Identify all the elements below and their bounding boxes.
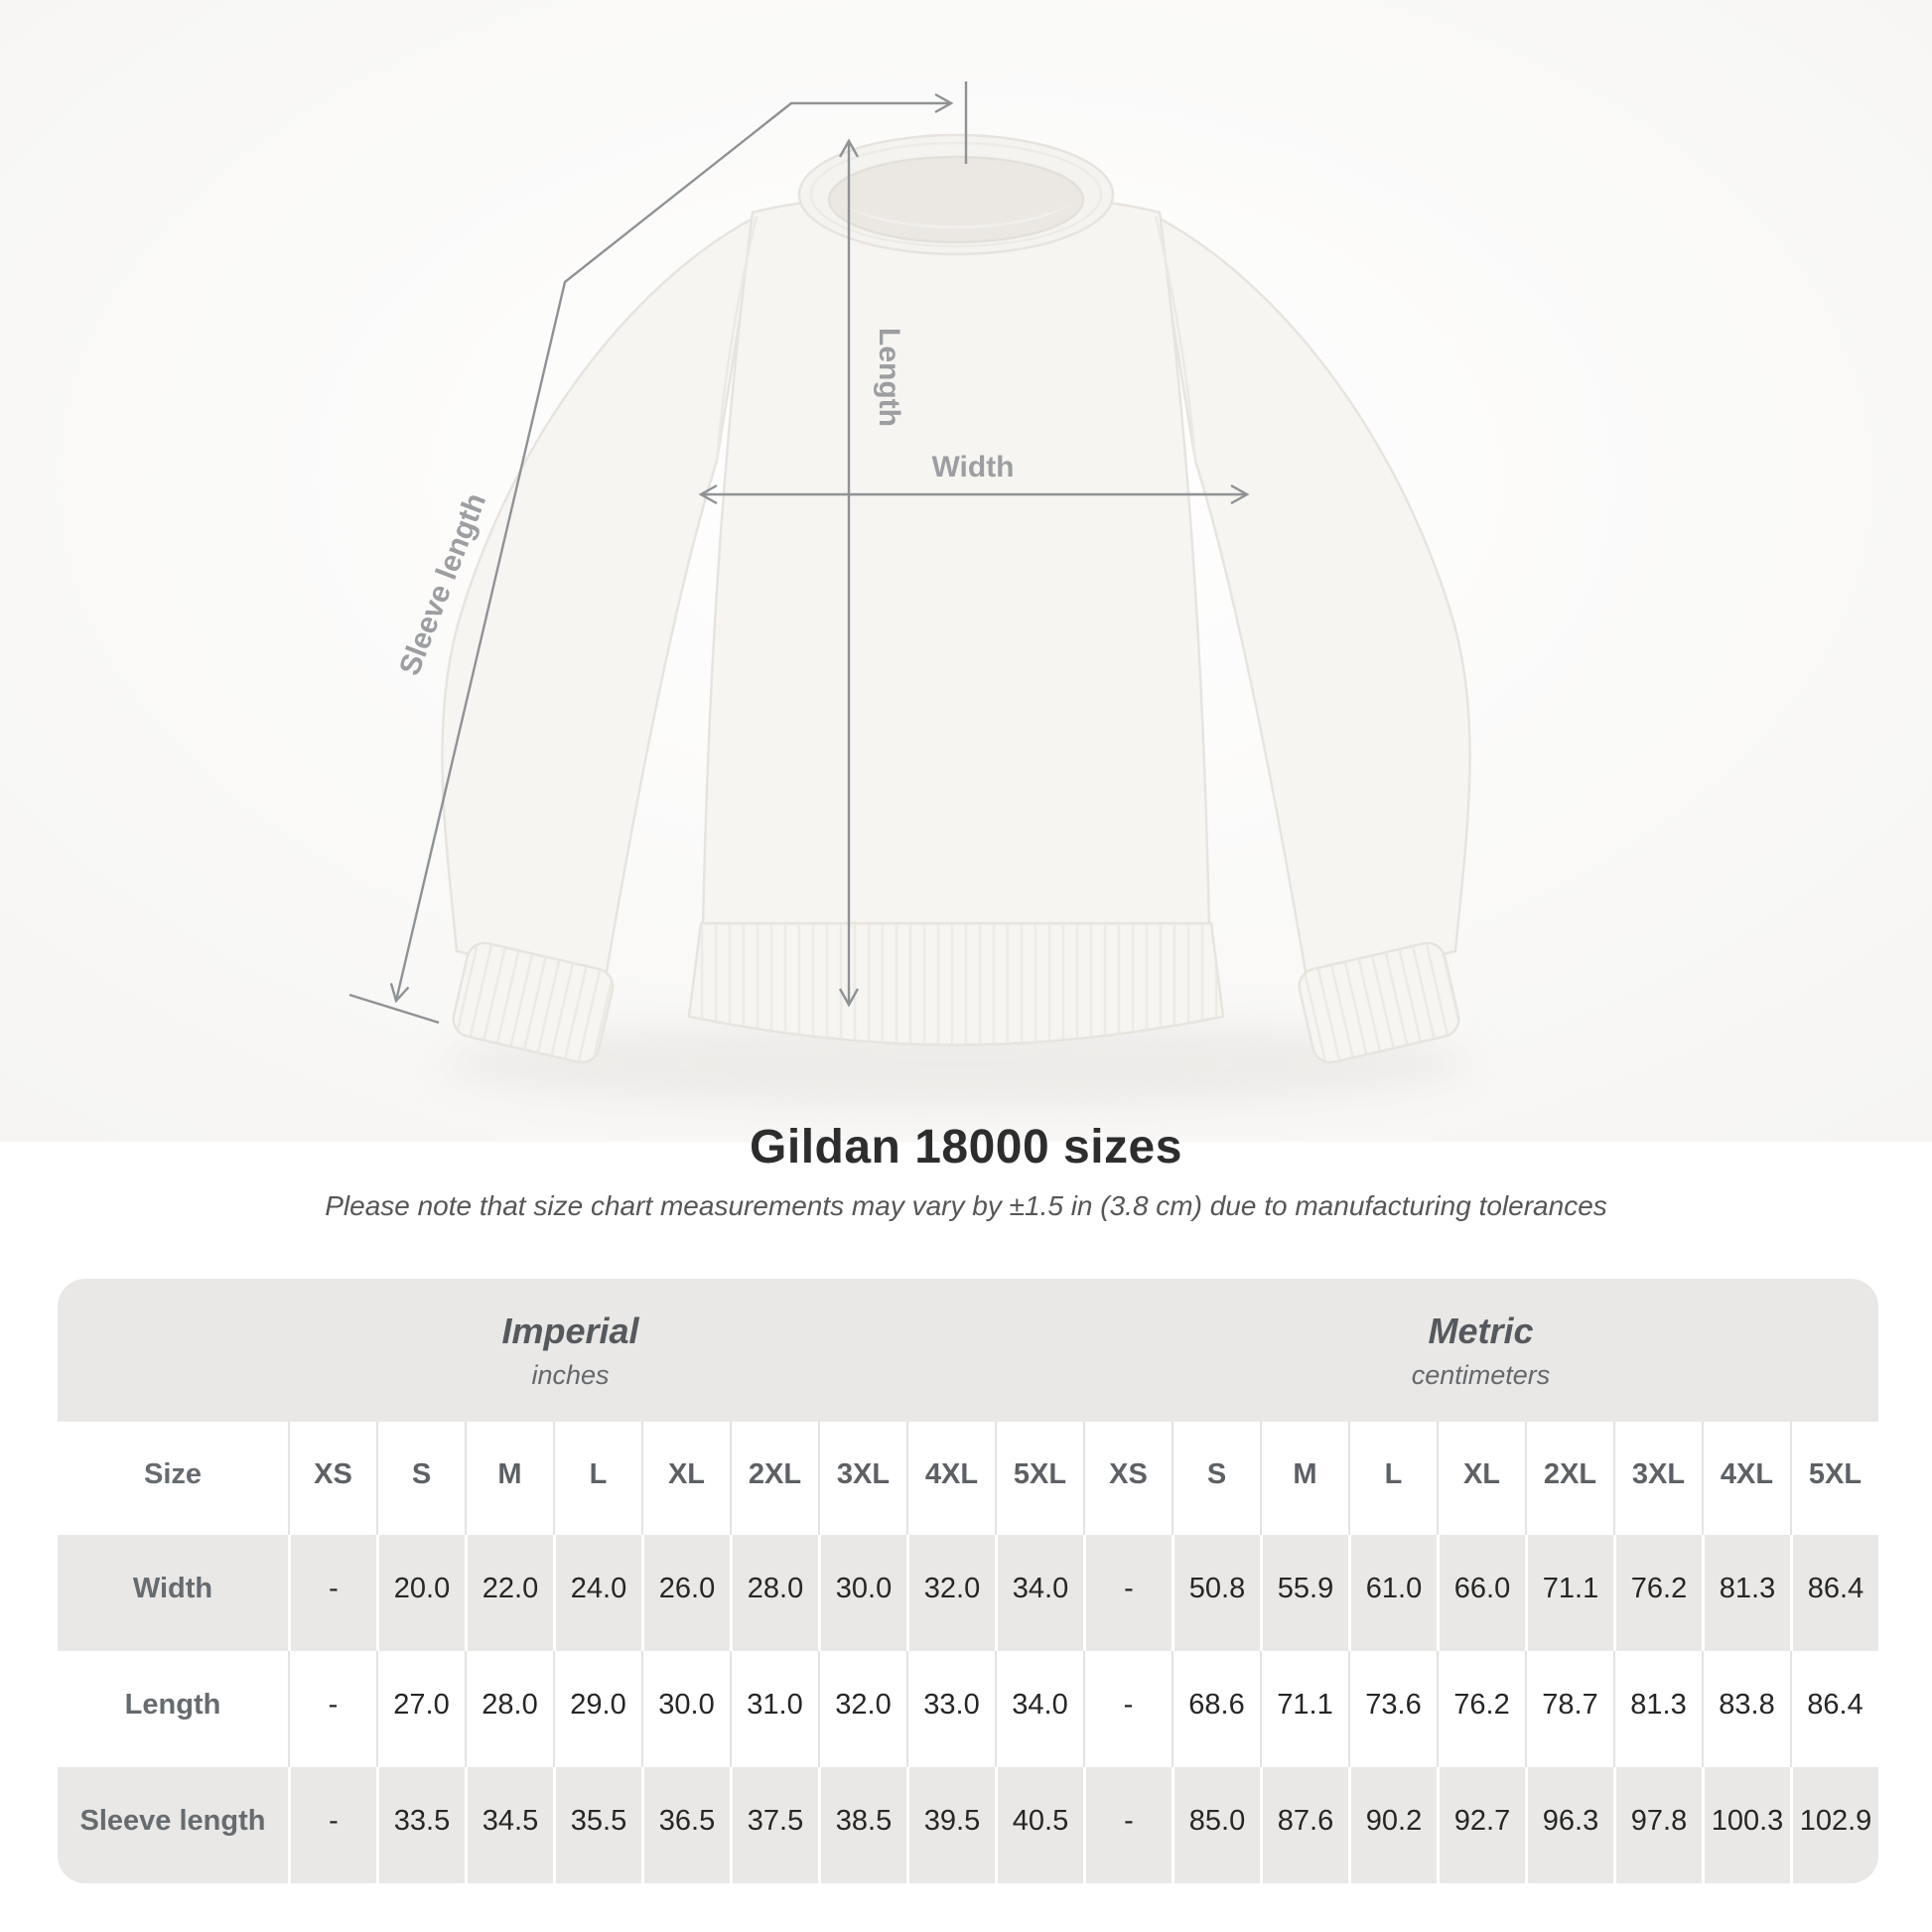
- metric-value-cell: 86.4: [1790, 1535, 1878, 1651]
- metric-value-cell: 68.6: [1172, 1651, 1260, 1767]
- size-header-imperial: XS: [288, 1422, 376, 1535]
- imperial-value-cell: 28.0: [730, 1535, 818, 1651]
- imperial-value-cell: 35.5: [553, 1767, 641, 1883]
- table-row-sleeve-length: Sleeve length -33.5 34.5 35.5 36.5 37.5 38.5 39…: [58, 1767, 1878, 1883]
- imperial-value-cell: 27.0: [376, 1651, 465, 1767]
- size-header-metric: XL: [1437, 1422, 1525, 1535]
- imperial-value-cell: 40.5: [995, 1767, 1083, 1883]
- sleeve-length-line: [389, 92, 954, 1004]
- heading-block: Gildan 18000 sizes Please note that size…: [0, 1120, 1932, 1222]
- metric-value-cell: 76.2: [1613, 1535, 1702, 1651]
- metric-group-unit: centimeters: [1411, 1359, 1551, 1390]
- metric-value-cell: 61.0: [1348, 1535, 1437, 1651]
- imperial-value-cell: -: [288, 1767, 376, 1883]
- product-photo: Length Width Sleeve length: [0, 0, 1932, 1142]
- metric-value-cell: -: [1083, 1767, 1172, 1883]
- imperial-value-cell: 30.0: [818, 1535, 906, 1651]
- imperial-value-cell: 26.0: [641, 1535, 730, 1651]
- imperial-value-cell: 34.0: [995, 1535, 1083, 1651]
- imperial-value-cell: 38.5: [818, 1767, 906, 1883]
- metric-value-cell: 100.3: [1702, 1767, 1790, 1883]
- metric-value-cell: -: [1083, 1651, 1172, 1767]
- metric-value-cell: 96.3: [1525, 1767, 1613, 1883]
- size-header-imperial: S: [376, 1422, 465, 1535]
- metric-value-cell: 71.1: [1525, 1535, 1613, 1651]
- metric-value-cell: 71.1: [1260, 1651, 1348, 1767]
- metric-value-cell: 66.0: [1437, 1535, 1525, 1651]
- tolerance-note: Please note that size chart measurements…: [325, 1190, 1607, 1221]
- metric-value-cell: 73.6: [1348, 1651, 1437, 1767]
- imperial-value-cell: 24.0: [553, 1535, 641, 1651]
- imperial-value-cell: 34.5: [465, 1767, 553, 1883]
- imperial-value-cell: -: [288, 1535, 376, 1651]
- size-header-imperial: L: [553, 1422, 641, 1535]
- size-chart-table: Imperial inches Metric centimeters Size X…: [58, 1279, 1878, 1883]
- metric-value-cell: 85.0: [1172, 1767, 1260, 1883]
- size-header-imperial: 5XL: [995, 1422, 1083, 1535]
- measurement-row-label: Width: [132, 1573, 213, 1604]
- size-header-metric: 2XL: [1525, 1422, 1613, 1535]
- size-header-imperial: 2XL: [730, 1422, 818, 1535]
- metric-value-cell: 55.9: [1260, 1535, 1348, 1651]
- size-header-metric: 5XL: [1790, 1422, 1878, 1535]
- metric-value-cell: 87.6: [1260, 1767, 1348, 1883]
- metric-value-cell: -: [1083, 1535, 1172, 1651]
- metric-value-cell: 76.2: [1437, 1651, 1525, 1767]
- table-row-length: Length -27.0 28.0 29.0 30.0 31.0 32.0 33.0 34.0-…: [58, 1651, 1878, 1767]
- size-header-imperial: XL: [641, 1422, 730, 1535]
- size-header-metric: XS: [1083, 1422, 1172, 1535]
- imperial-value-cell: 29.0: [553, 1651, 641, 1767]
- size-header-imperial: 3XL: [818, 1422, 906, 1535]
- metric-value-cell: 81.3: [1702, 1535, 1790, 1651]
- size-header-imperial: 4XL: [906, 1422, 995, 1535]
- size-header-metric: 3XL: [1613, 1422, 1702, 1535]
- imperial-value-cell: 30.0: [641, 1651, 730, 1767]
- table-row-width: Width -20.0 22.0 24.0 26.0 28.0 30.0 32.0 34.0-5…: [58, 1535, 1878, 1651]
- imperial-value-cell: 28.0: [465, 1651, 553, 1767]
- metric-value-cell: 92.7: [1437, 1767, 1525, 1883]
- imperial-group-unit: inches: [531, 1359, 610, 1390]
- metric-value-cell: 90.2: [1348, 1767, 1437, 1883]
- imperial-value-cell: 32.0: [818, 1651, 906, 1767]
- imperial-value-cell: 33.5: [376, 1767, 465, 1883]
- imperial-value-cell: 31.0: [730, 1651, 818, 1767]
- length-annotation-label: Length: [873, 328, 905, 427]
- width-annotation-label: Width: [931, 451, 1014, 483]
- size-header-row: Size XS S M L XL 2XL 3XL 4XL 5XL XS S M L XL 2XL 3XL 4XL 5…: [58, 1422, 1878, 1535]
- measurement-lines: [348, 81, 1250, 1025]
- page-title: Gildan 18000 sizes: [750, 1121, 1182, 1173]
- imperial-value-cell: 37.5: [730, 1767, 818, 1883]
- unit-group-header-row: Imperial inches Metric centimeters: [58, 1279, 1878, 1422]
- imperial-value-cell: -: [288, 1651, 376, 1767]
- imperial-value-cell: 33.0: [906, 1651, 995, 1767]
- measurement-row-label: Sleeve length: [79, 1805, 266, 1837]
- sleeve-end-tick: [348, 993, 440, 1025]
- imperial-value-cell: 36.5: [641, 1767, 730, 1883]
- measurement-row-label: Length: [124, 1689, 221, 1721]
- imperial-value-cell: 22.0: [465, 1535, 553, 1651]
- metric-value-cell: 102.9: [1790, 1767, 1878, 1883]
- metric-value-cell: 97.8: [1613, 1767, 1702, 1883]
- metric-value-cell: 50.8: [1172, 1535, 1260, 1651]
- metric-value-cell: 86.4: [1790, 1651, 1878, 1767]
- metric-value-cell: 83.8: [1702, 1651, 1790, 1767]
- size-column-header: Size: [143, 1457, 203, 1490]
- imperial-value-cell: 39.5: [906, 1767, 995, 1883]
- size-header-metric: 4XL: [1702, 1422, 1790, 1535]
- size-header-imperial: M: [465, 1422, 553, 1535]
- metric-value-cell: 81.3: [1613, 1651, 1702, 1767]
- metric-value-cell: 78.7: [1525, 1651, 1613, 1767]
- garment-shadow: [440, 1019, 1472, 1110]
- imperial-value-cell: 20.0: [376, 1535, 465, 1651]
- metric-group-header: Metric centimeters: [1083, 1279, 1878, 1422]
- size-header-metric: M: [1260, 1422, 1348, 1535]
- size-header-metric: L: [1348, 1422, 1437, 1535]
- size-header-metric: S: [1172, 1422, 1260, 1535]
- imperial-group-title: Imperial: [501, 1310, 639, 1351]
- metric-group-title: Metric: [1428, 1310, 1534, 1351]
- imperial-value-cell: 32.0: [906, 1535, 995, 1651]
- imperial-group-header: Imperial inches: [58, 1279, 1083, 1422]
- imperial-value-cell: 34.0: [995, 1651, 1083, 1767]
